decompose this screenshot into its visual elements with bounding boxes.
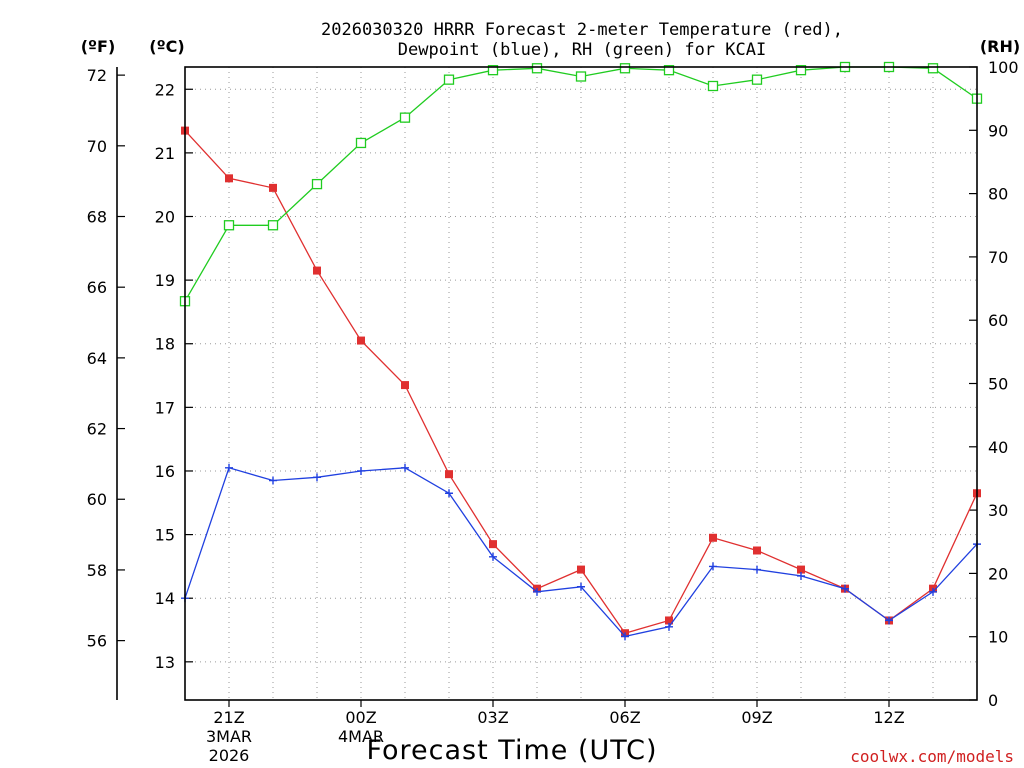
fahrenheit-tick-label: 66 [87,278,107,297]
dewpoint-point [797,571,805,580]
rh-tick-label: 70 [988,248,1008,267]
dewpoint-point [709,562,717,571]
dewpoint-point [401,463,409,472]
fahrenheit-tick-label: 64 [87,349,107,368]
rh-point [927,63,939,74]
temperature-point [577,565,585,574]
fahrenheit-axis-unit: (ºF) [81,37,116,56]
temperature-point [269,183,277,192]
temperature-point [753,546,761,555]
rh-tick-label: 0 [988,691,998,710]
dewpoint-point [929,587,937,596]
celsius-tick-label: 18 [155,335,175,354]
dewpoint-point [577,582,585,591]
date-label: 3MAR [206,727,252,746]
temperature-point [489,540,497,549]
x-axis-label: Forecast Time (UTC) [366,735,657,766]
dewpoint-point [313,473,321,482]
dewpoint-point [885,616,893,625]
fahrenheit-tick-label: 72 [87,66,107,85]
temperature-point [401,381,409,390]
fahrenheit-tick-label: 68 [87,208,107,227]
time-tick-label: 09Z [741,708,772,727]
fahrenheit-tick-label: 56 [87,632,107,651]
celsius-tick-label: 16 [155,462,175,481]
rh-axis: 0 10 20 30 40 50 60 70 80 90 100 [969,58,1019,710]
rh-axis-unit: (RH) [980,37,1020,56]
temperature-point [225,174,233,183]
temperature-point [313,266,321,275]
rh-tick-label: 90 [988,121,1008,140]
rh-tick-label: 100 [988,58,1019,77]
rh-point [399,112,411,123]
rh-tick-label: 40 [988,438,1008,457]
temperature-point [665,616,673,625]
fahrenheit-tick-label: 60 [87,490,107,509]
grid-lines [185,67,977,700]
celsius-axis-unit: (ºC) [149,37,184,56]
temperature-point [357,336,365,345]
celsius-tick-label: 22 [155,80,175,99]
dewpoint-point [621,632,629,641]
rh-point [619,63,631,74]
celsius-tick-label: 17 [155,398,175,417]
rh-tick-label: 60 [988,311,1008,330]
celsius-tick-label: 13 [155,653,175,672]
rh-point [663,65,675,76]
celsius-tick-label: 15 [155,526,175,545]
celsius-tick-label: 19 [155,271,175,290]
dewpoint-point [841,584,849,593]
rh-point [751,74,763,85]
rh-point [487,65,499,76]
time-tick-label: 03Z [477,708,508,727]
celsius-tick-label: 21 [155,144,175,163]
fahrenheit-tick-label: 58 [87,561,107,580]
rh-point [267,220,279,231]
temperature-point [445,470,453,479]
data-series [179,61,983,641]
temperature-point [709,533,717,542]
dewpoint-point [753,565,761,574]
celsius-axis: 13 14 15 16 17 18 19 20 21 22 [155,80,193,672]
dewpoint-point [665,622,673,631]
rh-point [795,65,807,76]
rh-tick-label: 20 [988,564,1008,583]
celsius-tick-label: 20 [155,208,175,227]
time-tick-label: 21Z [213,708,244,727]
fahrenheit-tick-label: 70 [87,137,107,156]
temperature-point [797,565,805,574]
time-tick-label: 12Z [873,708,904,727]
rh-tick-label: 50 [988,375,1008,394]
fahrenheit-axis: 56 58 60 62 64 66 68 70 72 [87,66,125,700]
chart-title-line1: 2026030320 HRRR Forecast 2-meter Tempera… [321,20,843,40]
rh-point [443,74,455,85]
fahrenheit-tick-label: 62 [87,420,107,439]
rh-point [707,80,719,92]
dewpoint-point [445,489,453,498]
dewpoint-point [533,587,541,596]
rh-point [311,178,323,190]
time-tick-label: 06Z [609,708,640,727]
year-label: 2026 [209,746,250,765]
plot-frame [184,66,978,701]
time-tick-label: 00Z [345,708,376,727]
rh-tick-label: 10 [988,628,1008,647]
chart-title-line2: Dewpoint (blue), RH (green) for KCAI [398,40,766,60]
dewpoint-point [225,463,233,472]
date-label: 4MAR [338,727,384,746]
rh-tick-label: 30 [988,501,1008,520]
rh-point [355,137,367,149]
rh-tick-label: 80 [988,185,1008,204]
rh-point [575,71,587,82]
dewpoint-point [489,552,497,561]
rh-point [531,63,543,74]
celsius-tick-label: 14 [155,589,175,608]
watermark: coolwx.com/models [850,747,1014,766]
rh-point [223,220,235,231]
dewpoint-point [269,476,277,485]
dewpoint-point [357,466,365,475]
